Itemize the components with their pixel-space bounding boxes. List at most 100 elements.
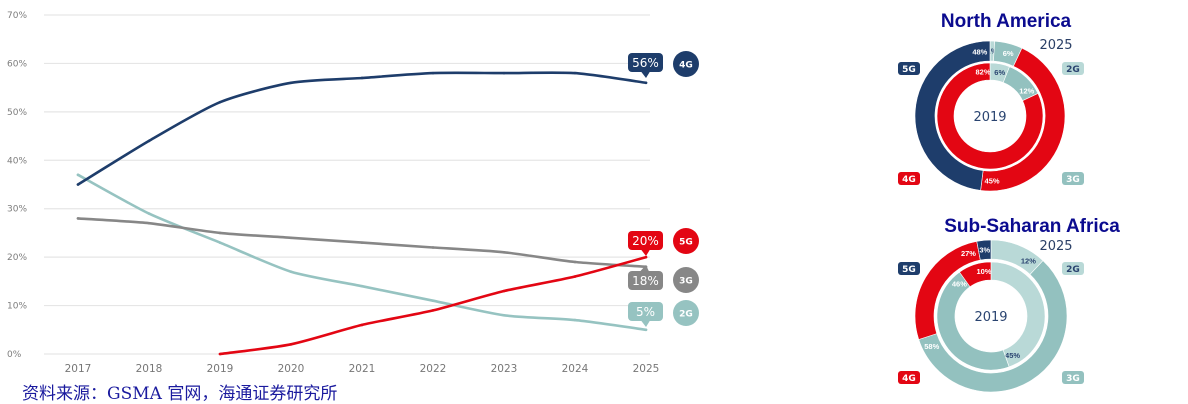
slice-value-label: 46% bbox=[952, 280, 967, 289]
x-tick-label: 2019 bbox=[207, 363, 234, 375]
ring-2019: 6% 12% 82% bbox=[936, 62, 1044, 170]
legend-label: 2G bbox=[1066, 65, 1080, 75]
series-badge bbox=[673, 228, 699, 254]
data-point bbox=[218, 352, 222, 356]
slice-value-label: 58% bbox=[924, 342, 939, 351]
legend-item-2g: 2G bbox=[1062, 262, 1084, 275]
data-point bbox=[289, 81, 293, 85]
y-tick-label: 0% bbox=[7, 350, 22, 360]
legend-swatch bbox=[898, 172, 920, 185]
data-point bbox=[360, 76, 364, 80]
legend-label: 2G bbox=[1066, 265, 1080, 275]
data-point bbox=[218, 231, 222, 235]
x-tick-label: 2023 bbox=[491, 363, 518, 375]
y-tick-label: 50% bbox=[7, 108, 27, 118]
end-label-2g: 5% 2G bbox=[628, 300, 699, 327]
line-2g bbox=[76, 173, 648, 332]
data-point bbox=[502, 313, 506, 317]
slice-value-label: 27% bbox=[961, 249, 976, 258]
legend-label: 5G bbox=[902, 65, 916, 75]
callout-pointer bbox=[640, 265, 649, 272]
slice-4g bbox=[936, 62, 1044, 170]
slice-value-label: 82% bbox=[976, 68, 991, 77]
x-tick-label: 2022 bbox=[420, 363, 447, 375]
inner-ring-year-label: 2019 bbox=[974, 310, 1007, 325]
y-tick-label: 70% bbox=[7, 11, 27, 21]
legend-swatch bbox=[898, 262, 920, 275]
x-tick-label: 2020 bbox=[278, 363, 305, 375]
data-point bbox=[502, 71, 506, 75]
end-label-4g: 56% 4G bbox=[628, 51, 699, 78]
legend-swatch bbox=[1062, 172, 1084, 185]
data-point bbox=[431, 71, 435, 75]
data-point bbox=[218, 241, 222, 244]
data-point bbox=[644, 255, 648, 259]
data-point bbox=[644, 81, 648, 85]
legend-swatch bbox=[1062, 262, 1084, 275]
callout-box bbox=[628, 271, 663, 290]
callout-pointer bbox=[641, 249, 650, 256]
series-badge-label: 5G bbox=[679, 238, 693, 248]
x-tick-label: 2018 bbox=[136, 363, 163, 375]
end-value-label: 20% bbox=[632, 234, 659, 248]
legend-swatch bbox=[1062, 62, 1084, 75]
legend-item-5g: 5G bbox=[898, 262, 920, 275]
series-badge bbox=[673, 267, 699, 293]
legend-swatch bbox=[898, 371, 920, 384]
data-point bbox=[76, 173, 80, 177]
outer-ring-year-label: 2025 bbox=[1039, 239, 1072, 254]
callout-box bbox=[628, 53, 663, 72]
ring-2025: 12% 58% 27% 3% bbox=[914, 239, 1068, 393]
end-label-3g: 18% 3G bbox=[628, 265, 699, 293]
slice-value-label: 12% bbox=[1019, 87, 1034, 96]
gridlines bbox=[44, 14, 650, 355]
line-chart-technology-share: 0% 10% 20% 30% 40% 50% 60% 70% 2017 2018 2019 2020… bbox=[7, 11, 699, 375]
legend-label: 3G bbox=[1066, 175, 1080, 185]
end-label-5g: 20% 5G bbox=[628, 228, 699, 256]
slice-3g bbox=[918, 260, 1068, 393]
slice-value-label: 45% bbox=[985, 177, 1000, 186]
data-point bbox=[502, 289, 506, 293]
slice-value-label: 45% bbox=[1005, 351, 1020, 360]
legend-label: 4G bbox=[902, 175, 916, 185]
legend-item-4g: 4G bbox=[898, 172, 920, 185]
end-labels-legend: 56% 4G 20% 5G 18% 3G 5% 2G bbox=[628, 51, 699, 327]
legend-item-2g: 2G bbox=[1062, 62, 1084, 75]
data-point bbox=[573, 275, 577, 278]
end-value-label: 5% bbox=[636, 305, 655, 319]
callout-pointer bbox=[641, 320, 650, 327]
y-tick-label: 60% bbox=[7, 59, 27, 69]
data-point bbox=[76, 217, 80, 220]
data-point bbox=[289, 236, 293, 240]
data-point bbox=[431, 246, 435, 249]
source-note: 资料来源：GSMA 官网，海通证券研究所 bbox=[22, 384, 338, 404]
slice-5g bbox=[976, 239, 992, 261]
donut-north-america: North America 2025 1% 6% 45% 48% 6% 12% 82% 2019 5… bbox=[898, 11, 1084, 192]
x-tick-label: 2024 bbox=[562, 363, 589, 375]
series-4g bbox=[76, 71, 648, 186]
slice-value-label: 10% bbox=[976, 267, 991, 276]
inner-ring-year-label: 2019 bbox=[973, 110, 1006, 125]
data-point bbox=[360, 284, 364, 288]
data-point bbox=[147, 212, 151, 215]
data-point bbox=[502, 251, 506, 254]
slice-5g bbox=[914, 40, 991, 191]
slice-value-label: 3% bbox=[979, 245, 990, 254]
callout-pointer bbox=[641, 71, 650, 78]
outer-ring-year-label: 2025 bbox=[1039, 38, 1072, 53]
data-point bbox=[147, 221, 151, 225]
series-5g bbox=[218, 255, 648, 356]
y-tick-label: 20% bbox=[7, 253, 27, 263]
slice-value-label: 1% bbox=[987, 47, 998, 56]
y-tick-label: 30% bbox=[7, 205, 27, 215]
y-tick-label: 10% bbox=[7, 302, 27, 312]
series-2g bbox=[76, 173, 648, 332]
donut-title: Sub-Saharan Africa bbox=[944, 216, 1120, 237]
series-badge bbox=[673, 51, 699, 77]
y-tick-label: 40% bbox=[7, 156, 27, 166]
series-lines bbox=[76, 71, 648, 356]
callout-box bbox=[628, 231, 663, 250]
x-tick-label: 2021 bbox=[349, 363, 376, 375]
